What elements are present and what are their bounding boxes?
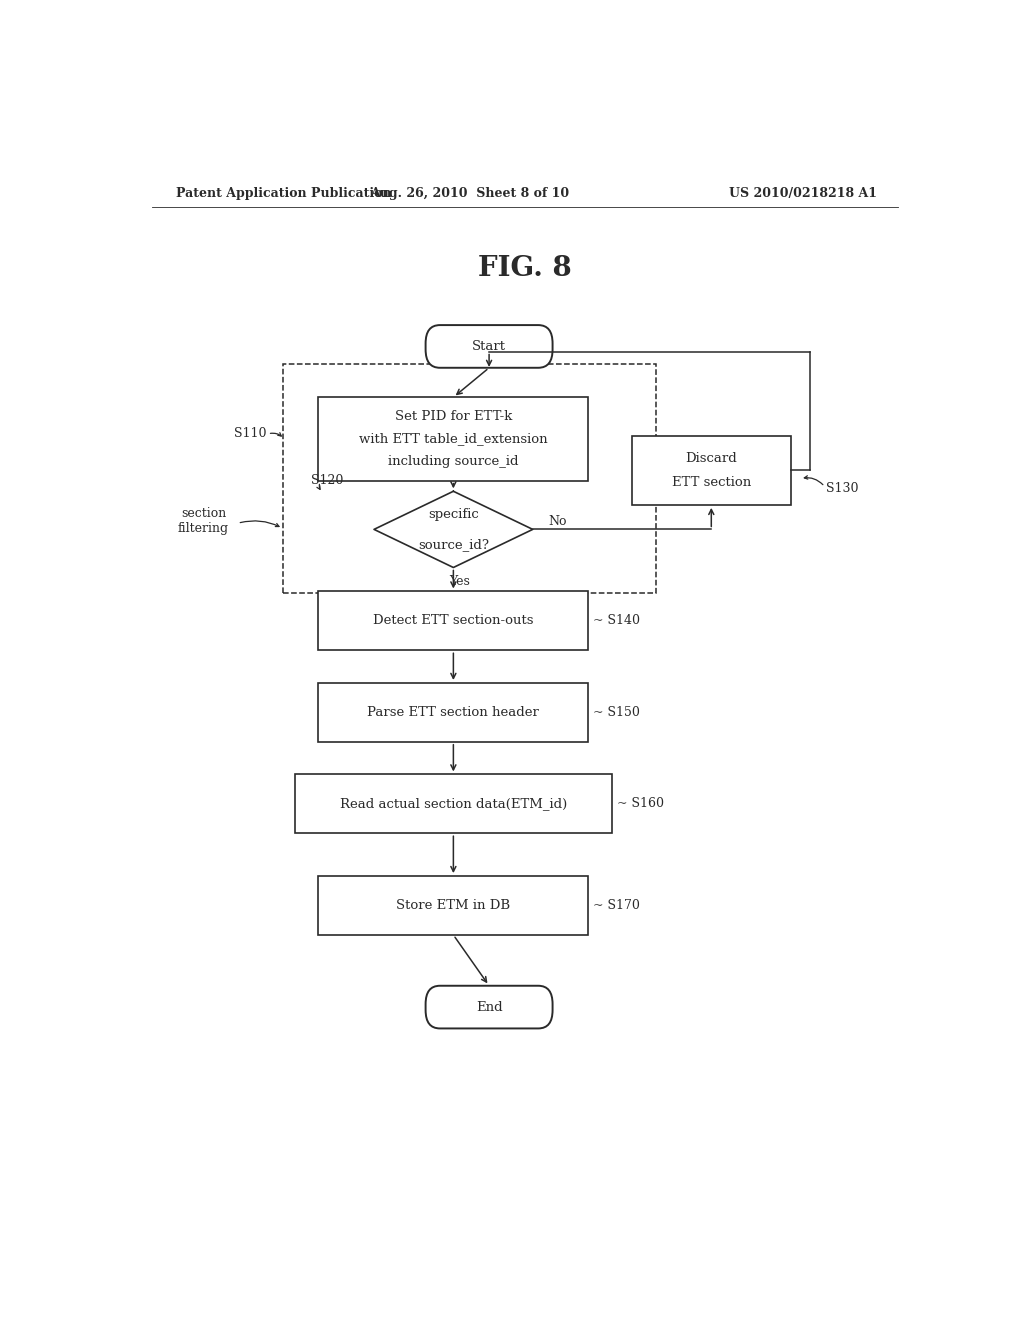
- Text: No: No: [549, 515, 567, 528]
- Text: Read actual section data(ETM_id): Read actual section data(ETM_id): [340, 797, 567, 810]
- FancyBboxPatch shape: [426, 325, 553, 368]
- Text: ~ S150: ~ S150: [593, 706, 640, 719]
- Text: Patent Application Publication: Patent Application Publication: [176, 187, 391, 201]
- Bar: [283, 364, 655, 594]
- Text: S110: S110: [234, 428, 267, 441]
- Bar: [632, 436, 791, 506]
- Text: Start: Start: [472, 341, 506, 352]
- Text: source_id?: source_id?: [418, 539, 488, 552]
- Bar: [295, 775, 612, 833]
- Text: Discard: Discard: [685, 451, 737, 465]
- Text: ~ S160: ~ S160: [616, 797, 664, 810]
- Text: with ETT table_id_extension: with ETT table_id_extension: [359, 433, 548, 445]
- FancyBboxPatch shape: [426, 986, 553, 1028]
- Text: S120: S120: [310, 474, 343, 487]
- Text: ~ S170: ~ S170: [593, 899, 640, 912]
- Text: End: End: [476, 1001, 503, 1014]
- Text: Detect ETT section-outs: Detect ETT section-outs: [373, 614, 534, 627]
- Text: FIG. 8: FIG. 8: [478, 255, 571, 281]
- Bar: [318, 876, 588, 935]
- Text: specific: specific: [428, 508, 479, 520]
- Polygon shape: [374, 491, 532, 568]
- Text: Aug. 26, 2010  Sheet 8 of 10: Aug. 26, 2010 Sheet 8 of 10: [370, 187, 568, 201]
- Text: S130: S130: [826, 482, 859, 495]
- Text: section
filtering: section filtering: [178, 507, 229, 535]
- Text: US 2010/0218218 A1: US 2010/0218218 A1: [728, 187, 877, 201]
- Text: Parse ETT section header: Parse ETT section header: [368, 706, 540, 719]
- Text: Set PID for ETT-k: Set PID for ETT-k: [394, 411, 512, 424]
- Text: Yes: Yes: [450, 576, 470, 589]
- Bar: [318, 682, 588, 742]
- Text: Store ETM in DB: Store ETM in DB: [396, 899, 510, 912]
- Bar: [318, 591, 588, 651]
- Bar: [318, 397, 588, 480]
- Text: including source_id: including source_id: [388, 455, 518, 467]
- Text: ~ S140: ~ S140: [593, 614, 640, 627]
- Text: ETT section: ETT section: [672, 477, 751, 490]
